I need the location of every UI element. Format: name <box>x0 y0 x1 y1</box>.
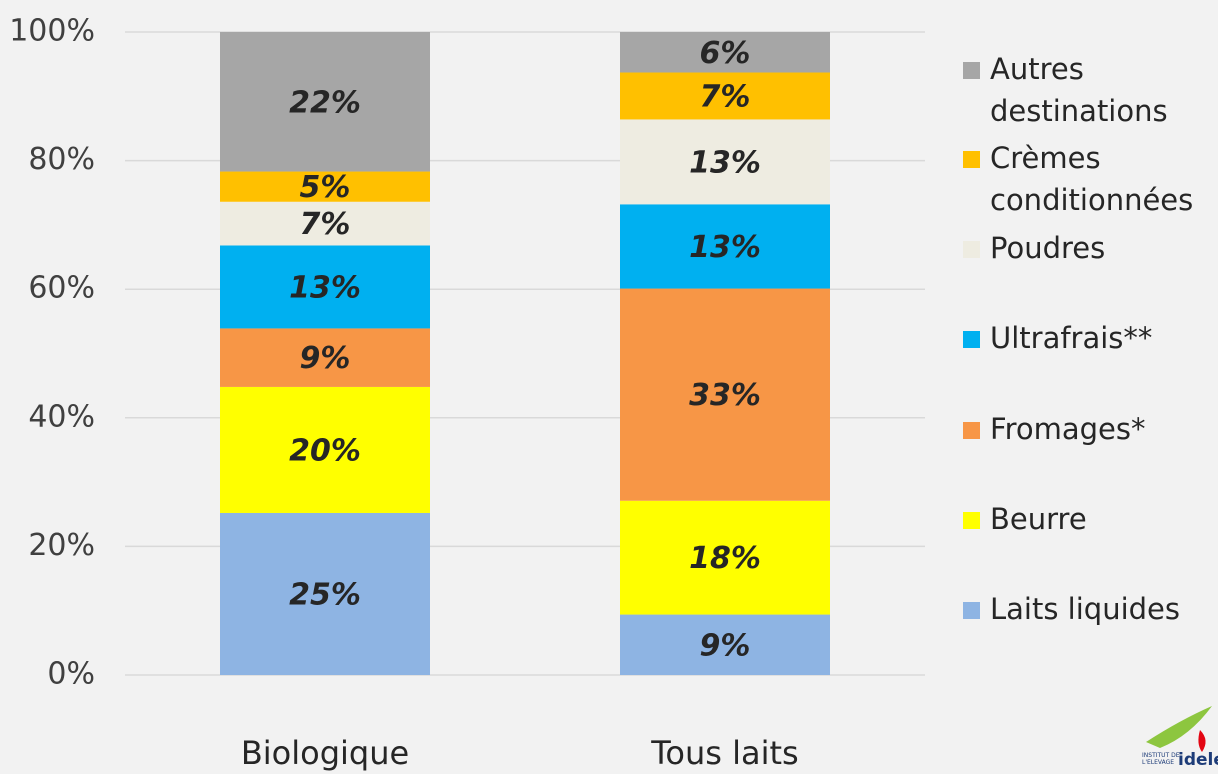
logo-mark <box>1146 706 1212 752</box>
data-label: 25% <box>289 577 361 612</box>
bar-segment <box>220 512 430 675</box>
legend-label: Beurre <box>990 502 1087 536</box>
legend-item: Ultrafrais** <box>963 317 1215 359</box>
logo-text-small: INSTITUT DE L'ELEVAGE <box>1142 752 1180 766</box>
legend-label: Crèmes conditionnées <box>990 141 1194 217</box>
data-label: 13% <box>289 270 361 305</box>
legend-swatch <box>963 241 980 258</box>
bar-segment <box>620 288 830 501</box>
legend-item: Autres destinations <box>963 48 1215 132</box>
legend-label: Poudres <box>990 231 1106 265</box>
legend-swatch <box>963 331 980 348</box>
bar-segment <box>220 171 430 202</box>
data-label: 7% <box>300 207 351 242</box>
legend-item: Laits liquides <box>963 588 1215 630</box>
bar-segment <box>220 328 430 387</box>
data-label: 7% <box>700 79 751 114</box>
legend-swatch <box>963 602 980 619</box>
bar-segment <box>220 245 430 329</box>
legend-label: Autres destinations <box>990 52 1168 128</box>
legend-item: Crèmes conditionnées <box>963 137 1215 221</box>
data-label: 9% <box>700 628 751 663</box>
data-label: 22% <box>289 85 361 120</box>
y-tick-label: 20% <box>28 528 95 563</box>
data-label: 5% <box>300 170 351 205</box>
legend-label: Ultrafrais** <box>990 321 1153 355</box>
data-label: 20% <box>289 433 361 468</box>
logo: INSTITUT DE L'ELEVAGE idele <box>1140 700 1218 774</box>
bar-segment <box>620 72 830 120</box>
y-tick-label: 80% <box>28 142 95 177</box>
data-label: 18% <box>689 541 761 576</box>
bar-segment <box>620 204 830 289</box>
logo-text: idele <box>1178 750 1218 770</box>
data-label: 33% <box>689 378 761 413</box>
legend-swatch <box>963 422 980 439</box>
legend-swatch <box>963 512 980 529</box>
bar-segment <box>620 500 830 615</box>
data-label: 13% <box>689 145 761 180</box>
bar-segment <box>220 386 430 513</box>
y-tick-label: 60% <box>28 271 95 306</box>
data-label: 6% <box>700 36 751 71</box>
legend-item: Fromages* <box>963 408 1215 450</box>
bar-segment <box>620 614 830 675</box>
legend-item: Beurre <box>963 498 1215 540</box>
y-tick-label: 100% <box>9 14 95 49</box>
legend-label: Laits liquides <box>990 592 1181 626</box>
y-tick-label: 40% <box>28 399 95 434</box>
bar-segment <box>620 119 830 205</box>
data-label: 9% <box>300 341 351 376</box>
legend-item: Poudres <box>963 227 1215 269</box>
bar-segment <box>620 32 830 73</box>
x-tick-label: Tous laits <box>650 734 798 772</box>
bar-segment <box>220 32 430 172</box>
x-tick-label: Biologique <box>241 734 409 772</box>
legend-label: Fromages* <box>990 412 1146 446</box>
legend-swatch <box>963 151 980 168</box>
legend-swatch <box>963 62 980 79</box>
bar-segment <box>220 201 430 246</box>
data-label: 13% <box>689 230 761 265</box>
y-tick-label: 0% <box>47 657 95 692</box>
